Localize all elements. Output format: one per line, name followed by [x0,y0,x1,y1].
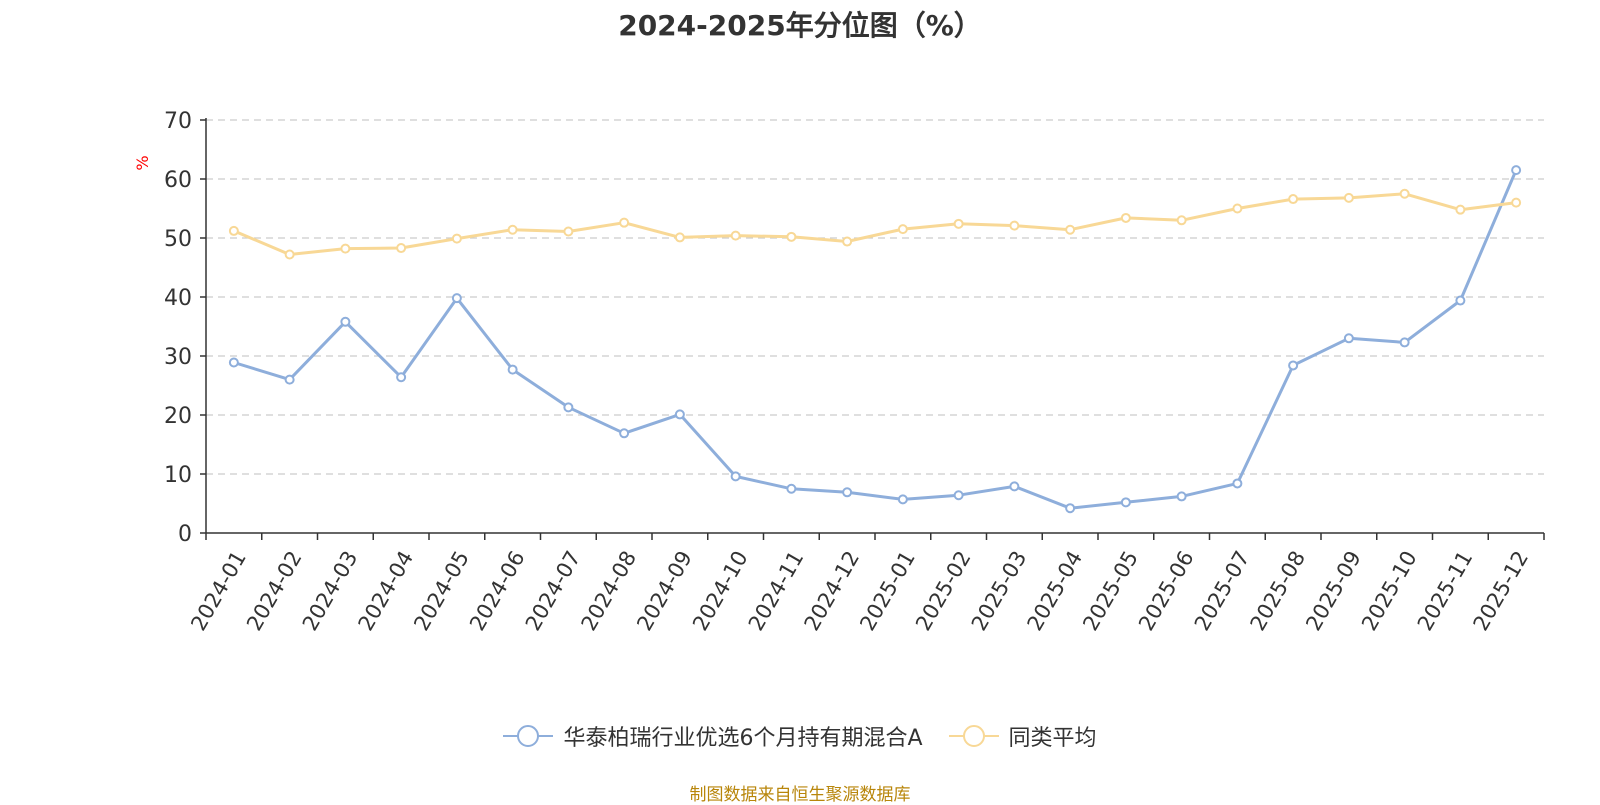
data-point[interactable] [1065,224,1076,235]
y-axis-label: % [133,155,152,170]
x-tick-label: 2024-04 [354,547,419,635]
legend-item-average[interactable]: 同类平均 [948,720,1097,752]
x-tick-label: 2025-12 [1469,547,1534,635]
data-point[interactable] [953,490,964,501]
data-point[interactable] [1009,220,1020,231]
y-tick-label: 40 [164,286,192,311]
data-point[interactable] [1343,192,1354,203]
y-tick-label: 0 [178,522,192,547]
data-point[interactable] [1120,497,1131,508]
data-point[interactable] [451,233,462,244]
source-note: 制图数据来自恒生聚源数据库 [689,785,911,805]
data-point[interactable] [563,402,574,413]
y-tick-label: 50 [164,227,192,252]
legend-marker-average-icon [948,725,999,747]
x-tick-label: 2024-12 [800,547,865,635]
data-point[interactable] [619,428,630,439]
data-point[interactable] [451,293,462,304]
data-point[interactable] [396,243,407,254]
chart-title: 2024-2025年分位图（%） [618,9,982,42]
x-tick-label: 2024-03 [298,547,363,635]
data-point[interactable] [507,364,518,375]
data-point[interactable] [284,374,295,385]
x-tick-label: 2025-07 [1190,547,1255,635]
data-point[interactable] [1009,481,1020,492]
x-tick-label: 2025-03 [967,547,1032,635]
data-point[interactable] [953,218,964,229]
data-point[interactable] [786,483,797,494]
y-tick-label: 60 [164,168,192,193]
data-point[interactable] [674,409,685,420]
grid-lines [206,119,1544,475]
x-tick-label: 2025-01 [855,547,920,635]
data-point[interactable] [786,231,797,242]
x-tick-label: 2024-01 [186,547,251,635]
data-point[interactable] [1232,203,1243,214]
data-point[interactable] [730,471,741,482]
series-line-1 [232,192,1518,256]
x-tick-label: 2025-11 [1413,547,1478,635]
data-point[interactable] [1511,165,1522,176]
data-point[interactable] [897,494,908,505]
x-tick-label: 2024-05 [409,547,474,635]
x-tick-label: 2025-05 [1078,547,1143,635]
data-point[interactable] [1176,491,1187,502]
series-line-0 [232,168,1518,510]
y-tick-label: 70 [164,109,192,134]
legend-item-fund[interactable]: 华泰柏瑞行业优选6个月持有期混合A [503,720,923,752]
data-point[interactable] [619,217,630,228]
data-point[interactable] [897,224,908,235]
legend-label-average: 同类平均 [1008,726,1097,751]
x-tick-label: 2025-04 [1023,547,1088,635]
data-point[interactable] [842,236,853,247]
data-point[interactable] [1176,215,1187,226]
x-tick-label: 2025-02 [911,547,976,635]
y-tick-label: 20 [164,404,192,429]
data-point[interactable] [730,230,741,241]
data-point[interactable] [228,357,239,368]
x-tick-label: 2025-08 [1246,547,1311,635]
series-points [228,165,1522,514]
legend-marker-fund-icon [503,725,554,747]
data-point[interactable] [1288,194,1299,205]
data-point[interactable] [1399,188,1410,199]
data-point[interactable] [284,249,295,260]
y-tick-label: 30 [164,345,192,370]
data-point[interactable] [1288,360,1299,371]
legend: 华泰柏瑞行业优选6个月持有期混合A 同类平均 [0,720,1600,752]
axes: 0102030405060702024-012024-022024-032024… [164,109,1545,635]
x-tick-label: 2024-07 [521,547,586,635]
data-point[interactable] [842,487,853,498]
data-point[interactable] [1343,333,1354,344]
x-tick-label: 2024-06 [465,547,530,635]
data-point[interactable] [1232,478,1243,489]
x-tick-label: 2024-10 [688,547,753,635]
data-point[interactable] [1455,204,1466,215]
data-point[interactable] [1511,197,1522,208]
data-point[interactable] [1399,337,1410,348]
x-tick-label: 2024-08 [577,547,642,635]
data-point[interactable] [674,232,685,243]
data-point[interactable] [1065,503,1076,514]
x-tick-label: 2025-09 [1301,547,1366,635]
data-point[interactable] [340,316,351,327]
x-tick-label: 2024-02 [242,547,307,635]
data-point[interactable] [1120,212,1131,223]
x-tick-label: 2024-09 [632,547,697,635]
x-tick-label: 2024-11 [744,547,809,635]
legend-label-fund: 华泰柏瑞行业优选6个月持有期混合A [563,726,923,751]
data-point[interactable] [507,224,518,235]
data-point[interactable] [1455,295,1466,306]
data-point[interactable] [396,372,407,383]
y-tick-label: 10 [164,463,192,488]
data-point[interactable] [340,243,351,254]
x-tick-label: 2025-10 [1357,547,1422,635]
series-lines [232,168,1518,510]
x-tick-label: 2025-06 [1134,547,1199,635]
data-point[interactable] [563,226,574,237]
data-point[interactable] [228,225,239,236]
